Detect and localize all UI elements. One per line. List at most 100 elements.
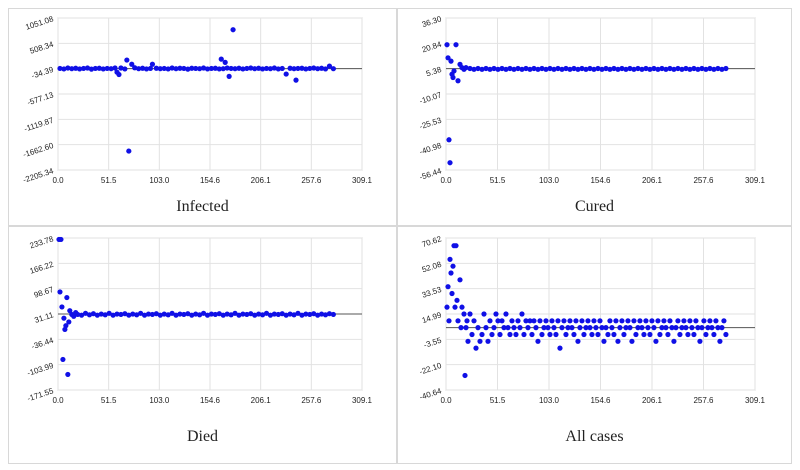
data-point	[293, 77, 299, 83]
data-point	[637, 318, 643, 324]
data-point	[228, 312, 234, 318]
data-point	[147, 65, 154, 72]
data-point	[719, 325, 725, 331]
data-point	[573, 318, 579, 324]
data-point	[551, 66, 557, 72]
y-tick-label: -2205.34	[22, 166, 55, 184]
data-point	[633, 331, 639, 338]
data-point	[667, 318, 673, 324]
data-point	[63, 323, 69, 329]
panel-infected	[8, 8, 397, 226]
data-point	[483, 325, 489, 331]
x-tick-label: 103.0	[539, 176, 560, 185]
data-point	[523, 65, 529, 72]
data-point	[94, 312, 100, 318]
data-point	[143, 66, 150, 72]
data-point	[279, 65, 285, 72]
data-point	[555, 65, 561, 72]
data-point	[193, 311, 199, 317]
data-point	[659, 65, 665, 72]
data-point	[240, 311, 246, 317]
data-point	[69, 66, 75, 72]
data-point	[114, 311, 120, 317]
y-tick-label: -40.98	[418, 141, 443, 157]
data-point	[611, 65, 617, 72]
data-point	[303, 311, 309, 317]
data-point	[703, 331, 709, 338]
data-point	[448, 270, 454, 276]
data-point	[326, 63, 333, 69]
data-point	[543, 318, 549, 324]
chart-cured: 0.0 51.5 103.0 154.6 206.1 257.6 309.1 36.30 20.…	[418, 14, 765, 185]
data-point	[575, 338, 581, 344]
data-point	[669, 325, 675, 331]
data-point	[73, 65, 79, 71]
data-point	[458, 325, 464, 331]
data-point	[86, 312, 93, 318]
caption-died: Died	[186, 428, 219, 445]
y-tick-label: -40.64	[418, 386, 443, 402]
data-point	[547, 331, 553, 338]
panel-all-cases	[397, 226, 792, 464]
data-point	[185, 311, 191, 317]
data-point	[593, 325, 599, 331]
data-point	[200, 310, 207, 316]
data-point	[444, 42, 450, 48]
data-point	[204, 312, 211, 318]
data-point	[471, 318, 477, 324]
data-point	[671, 66, 677, 72]
data-point	[595, 331, 601, 338]
data-point	[619, 65, 625, 72]
x-tick-label: 51.5	[101, 396, 117, 405]
data-point	[177, 311, 183, 317]
data-point	[685, 331, 691, 338]
x-tick-label: 0.0	[440, 176, 452, 185]
data-point	[543, 66, 549, 72]
data-point	[503, 66, 509, 72]
data-point	[259, 312, 266, 318]
data-point	[452, 304, 458, 310]
data-point	[181, 65, 187, 72]
y-tick-label: 70.62	[421, 234, 443, 249]
data-point	[79, 312, 85, 318]
x-tick-label: 154.6	[200, 396, 221, 405]
data-point	[545, 325, 551, 331]
data-point	[495, 66, 501, 72]
data-point	[587, 325, 593, 331]
data-point	[635, 325, 641, 331]
y-tick-label: 36.30	[421, 14, 443, 29]
data-point	[599, 66, 605, 72]
data-point	[541, 325, 547, 331]
data-point	[523, 318, 529, 324]
caption-cured: Cured	[574, 198, 615, 215]
data-point	[222, 59, 228, 65]
data-point	[90, 311, 97, 317]
data-point	[161, 311, 167, 317]
data-point	[139, 65, 146, 71]
data-point	[450, 74, 456, 81]
data-point	[157, 66, 163, 72]
data-point	[567, 318, 573, 324]
data-point	[649, 318, 655, 324]
data-point	[263, 65, 270, 72]
data-point	[661, 318, 667, 324]
x-tick-label: 154.6	[200, 176, 221, 185]
data-point	[104, 65, 110, 72]
data-point	[218, 56, 224, 62]
x-tick-label: 0.0	[440, 396, 452, 405]
data-point	[330, 311, 336, 318]
data-point	[465, 338, 471, 344]
data-point	[693, 318, 699, 324]
data-point	[100, 66, 106, 72]
data-point	[330, 66, 336, 72]
data-point	[699, 325, 705, 331]
data-point	[216, 66, 222, 72]
data-point	[583, 66, 589, 72]
data-point	[444, 304, 450, 310]
data-point	[687, 318, 693, 324]
x-tick-label: 51.5	[490, 396, 506, 405]
data-point	[141, 312, 148, 318]
data-point	[631, 318, 637, 324]
panel-cured	[397, 8, 792, 226]
data-point	[467, 65, 473, 72]
